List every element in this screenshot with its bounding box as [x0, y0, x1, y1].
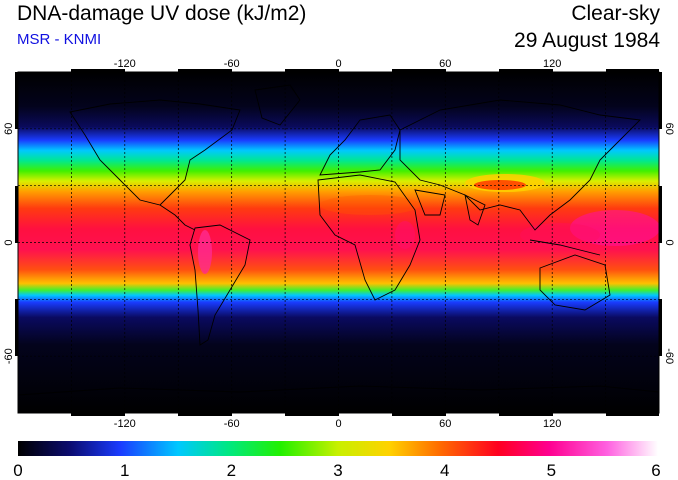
lat-ticks-left: 60 0 -60	[3, 123, 15, 364]
sky-condition-label: Clear-sky	[571, 2, 660, 25]
source-label: MSR - KNMI	[17, 31, 102, 48]
lon-tick-bottom: -120	[114, 418, 136, 430]
colorbar-tick: 4	[440, 461, 449, 480]
lat-ticks-right: 60 0 -60	[663, 123, 675, 364]
colorbar-tick: 1	[120, 461, 129, 480]
colorbar-tick: 3	[333, 461, 342, 480]
colorbar	[18, 441, 658, 456]
lat-tick-left: 0	[3, 239, 15, 245]
lon-tick-bottom: 60	[439, 418, 451, 430]
lon-tick-bottom: 0	[335, 418, 341, 430]
colorbar-tick: 6	[651, 461, 660, 480]
lat-tick-right: 60	[663, 123, 675, 135]
lon-tick-top: 0	[335, 58, 341, 70]
colorbar-ticks: 0 1 2 3 4 5 6	[13, 461, 660, 480]
lon-tick-bottom: 120	[543, 418, 561, 430]
uv-hotspots	[198, 174, 659, 274]
date-label: 29 August 1984	[514, 29, 660, 52]
map-frame	[15, 69, 662, 416]
map-title: DNA-damage UV dose (kJ/m2)	[17, 2, 307, 25]
lon-ticks-top: -120 -60 0 60 120	[114, 58, 562, 70]
lon-tick-top: 120	[543, 58, 561, 70]
colorbar-tick: 0	[13, 461, 22, 480]
coastlines	[18, 84, 659, 396]
colorbar-tick: 5	[547, 461, 556, 480]
lon-ticks-bottom: -120 -60 0 60 120	[114, 418, 562, 430]
lon-tick-top: -120	[114, 58, 136, 70]
lon-tick-top: -60	[224, 58, 240, 70]
lat-tick-left: 60	[3, 123, 15, 135]
graticule	[18, 72, 659, 413]
lon-tick-top: 60	[439, 58, 451, 70]
colorbar-tick: 2	[227, 461, 236, 480]
lat-tick-right: 0	[663, 239, 675, 245]
lat-tick-left: -60	[3, 348, 15, 364]
lat-tick-right: -60	[663, 348, 675, 364]
lon-tick-bottom: -60	[224, 418, 240, 430]
